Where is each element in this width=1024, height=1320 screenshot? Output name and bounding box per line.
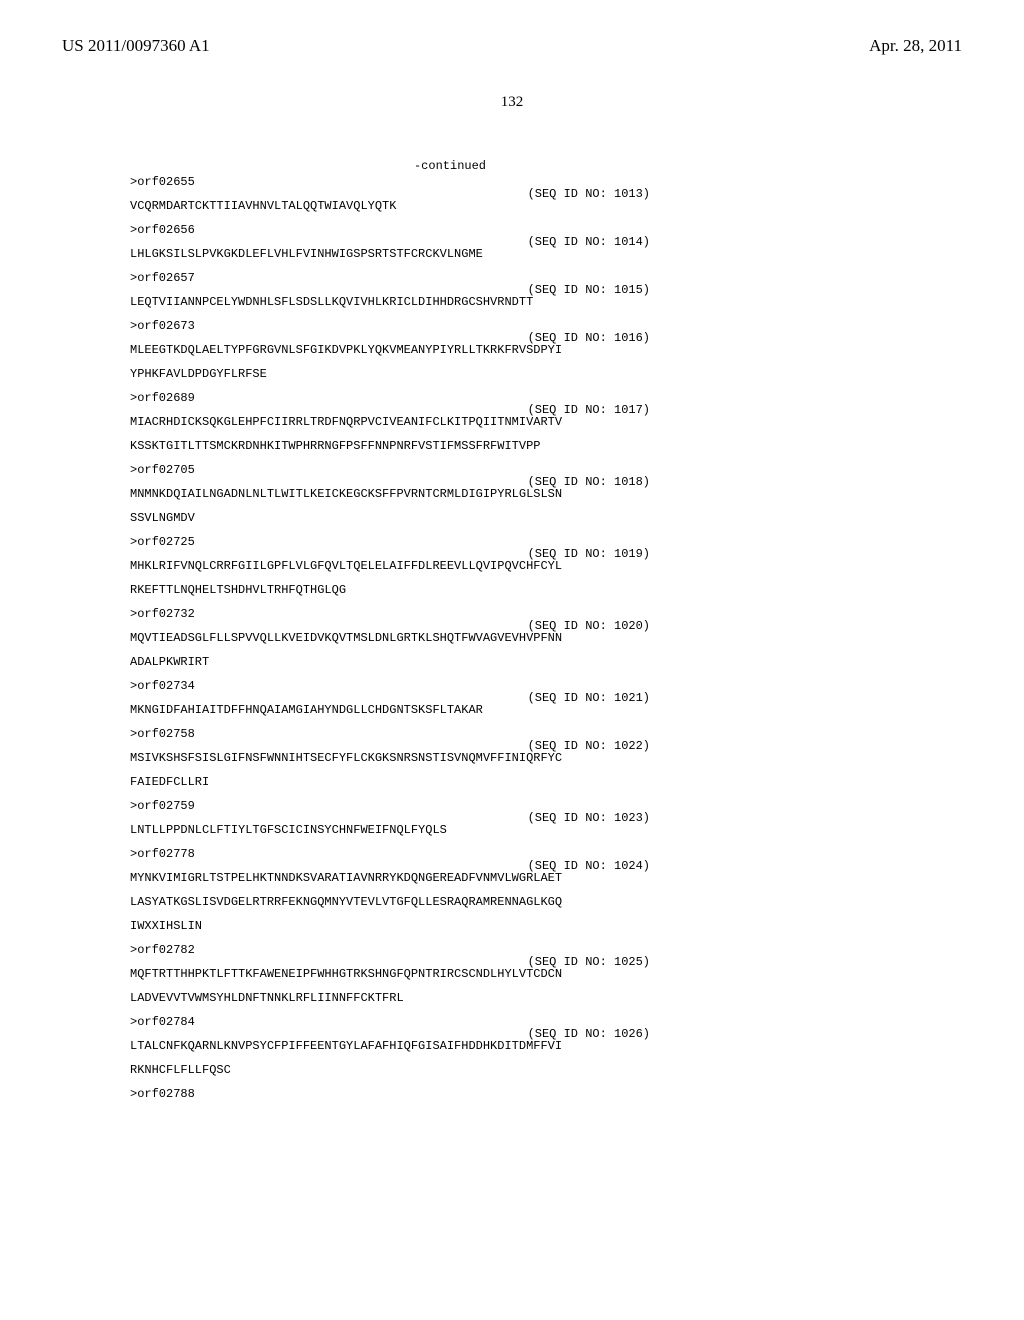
orf-id: >orf02656 bbox=[130, 224, 770, 236]
sequence-line: MIACRHDICKSQKGLEHPFCIIRRLTRDFNQRPVCIVEAN… bbox=[130, 416, 770, 428]
sequence-line: ADALPKWRIRT bbox=[130, 656, 770, 668]
orf-id: >orf02784 bbox=[130, 1016, 770, 1028]
sequence-line: FAIEDFCLLRI bbox=[130, 776, 770, 788]
sequence-line: LADVEVVTVWMSYHLDNFTNNKLRFLIINNFFCKTFRL bbox=[130, 992, 770, 1004]
sequence-line: IWXXIHSLIN bbox=[130, 920, 770, 932]
orf-id: >orf02782 bbox=[130, 944, 770, 956]
orf-id: >orf02759 bbox=[130, 800, 770, 812]
orf-id: >orf02655 bbox=[130, 176, 770, 188]
orf-id: >orf02689 bbox=[130, 392, 770, 404]
sequence-line: MNMNKDQIAILNGADNLNLTLWITLKEICKEGCKSFFPVR… bbox=[130, 488, 770, 500]
sequence-line: MYNKVIMIGRLTSTPELHKTNNDKSVARATIAVNRRYKDQ… bbox=[130, 872, 770, 884]
orf-id: >orf02734 bbox=[130, 680, 770, 692]
sequence-line: MLEEGTKDQLAELTYPFGRGVNLSFGIKDVPKLYQKVMEA… bbox=[130, 344, 770, 356]
orf-id: >orf02725 bbox=[130, 536, 770, 548]
orf-id: >orf02705 bbox=[130, 464, 770, 476]
sequence-line: MQVTIEADSGLFLLSPVVQLLKVEIDVKQVTMSLDNLGRT… bbox=[130, 632, 770, 644]
orf-id: >orf02758 bbox=[130, 728, 770, 740]
orf-id: >orf02657 bbox=[130, 272, 770, 284]
sequence-line: RKEFTTLNQHELTSHDHVLTRHFQTHGLQG bbox=[130, 584, 770, 596]
sequence-line: RKNHCFLFLLFQSC bbox=[130, 1064, 770, 1076]
sequence-line: VCQRMDARTCKTTIIAVHNVLTALQQTWIAVQLYQTK bbox=[130, 200, 770, 212]
sequence-line: KSSKTGITLTTSMCKRDNHKITWPHRRNGFPSFFNNPNRF… bbox=[130, 440, 770, 452]
sequence-line: LNTLLPPDNLCLFTIYLTGFSCICINSYCHNFWEIFNQLF… bbox=[130, 824, 770, 836]
sequence-line: MSIVKSHSFSISLGIFNSFWNNIHTSECFYFLCKGKSNRS… bbox=[130, 752, 770, 764]
continued-label: -continued bbox=[130, 160, 770, 172]
publication-date: Apr. 28, 2011 bbox=[869, 36, 962, 56]
orf-id: >orf02788 bbox=[130, 1088, 770, 1100]
orf-id: >orf02732 bbox=[130, 608, 770, 620]
orf-id: >orf02778 bbox=[130, 848, 770, 860]
page-number: 132 bbox=[0, 94, 1024, 111]
sequence-line: LEQTVIIANNPCELYWDNHLSFLSDSLLKQVIVHLKRICL… bbox=[130, 296, 770, 308]
sequence-line: LTALCNFKQARNLKNVPSYCFPIFFEENTGYLAFAFHIQF… bbox=[130, 1040, 770, 1052]
sequence-line: MQFTRTTHHPKTLFTTKFAWENEIPFWHHGTRKSHNGFQP… bbox=[130, 968, 770, 980]
orf-id: >orf02673 bbox=[130, 320, 770, 332]
sequence-line: MKNGIDFAHIAITDFFHNQAIAMGIAHYNDGLLCHDGNTS… bbox=[130, 704, 770, 716]
sequence-line: YPHKFAVLDPDGYFLRFSE bbox=[130, 368, 770, 380]
sequence-line: SSVLNGMDV bbox=[130, 512, 770, 524]
sequence-listing: -continued>orf02655(SEQ ID NO: 1013)VCQR… bbox=[130, 148, 770, 1112]
sequence-line: LHLGKSILSLPVKGKDLEFLVHLFVINHWIGSPSRTSTFC… bbox=[130, 248, 770, 260]
sequence-line: MHKLRIFVNQLCRRFGIILGPFLVLGFQVLTQELELAIFF… bbox=[130, 560, 770, 572]
publication-number: US 2011/0097360 A1 bbox=[62, 36, 210, 56]
sequence-line: LASYATKGSLISVDGELRTRRFEKNGQMNYVTEVLVTGFQ… bbox=[130, 896, 770, 908]
